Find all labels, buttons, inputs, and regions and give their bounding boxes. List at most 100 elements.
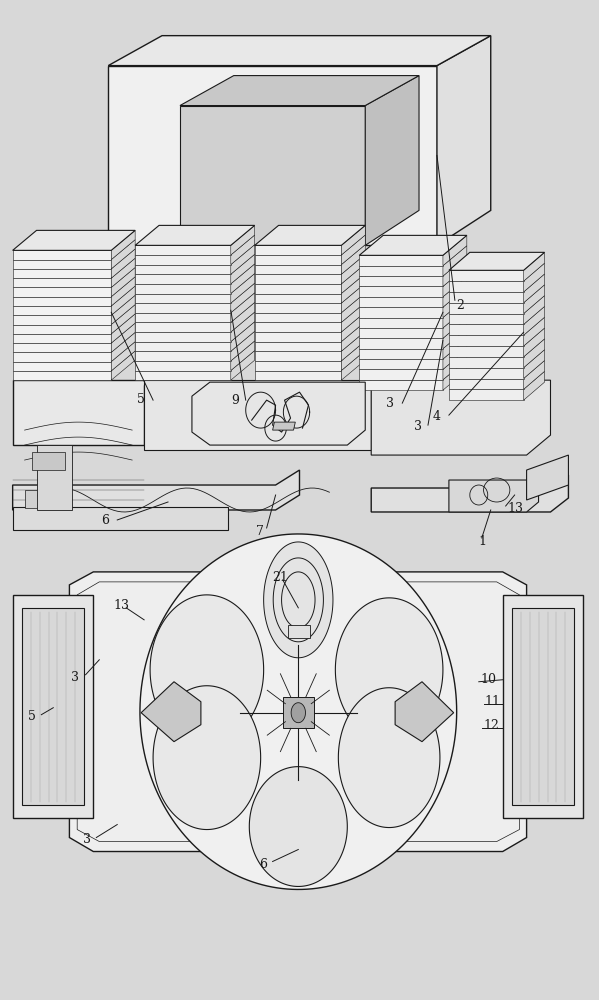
Text: 3: 3 (71, 671, 79, 684)
Polygon shape (443, 235, 467, 266)
Polygon shape (135, 274, 231, 284)
Polygon shape (341, 293, 365, 322)
Polygon shape (512, 608, 574, 805)
Polygon shape (449, 292, 524, 303)
Polygon shape (273, 422, 295, 430)
Polygon shape (443, 360, 467, 390)
Polygon shape (135, 303, 231, 313)
Polygon shape (524, 274, 544, 303)
Polygon shape (359, 266, 443, 276)
Polygon shape (449, 281, 524, 292)
Polygon shape (341, 341, 365, 371)
Polygon shape (231, 225, 255, 255)
Polygon shape (443, 339, 467, 369)
Polygon shape (135, 313, 231, 322)
Polygon shape (449, 470, 539, 512)
Text: 5: 5 (28, 710, 35, 723)
Polygon shape (449, 252, 544, 270)
Polygon shape (359, 380, 443, 390)
Polygon shape (449, 357, 524, 368)
Polygon shape (443, 308, 467, 338)
Polygon shape (365, 76, 419, 245)
Polygon shape (255, 294, 341, 303)
Polygon shape (527, 455, 568, 500)
Polygon shape (111, 267, 135, 297)
Polygon shape (13, 315, 111, 325)
Polygon shape (255, 342, 341, 351)
Polygon shape (111, 305, 135, 334)
Polygon shape (255, 361, 341, 371)
Polygon shape (255, 351, 341, 361)
Polygon shape (13, 269, 111, 278)
Polygon shape (291, 703, 305, 723)
Polygon shape (108, 36, 491, 66)
Polygon shape (135, 342, 231, 351)
Polygon shape (231, 245, 255, 274)
Polygon shape (449, 303, 524, 314)
Polygon shape (359, 369, 443, 380)
Text: 12: 12 (483, 719, 499, 732)
Polygon shape (231, 264, 255, 294)
Text: 4: 4 (432, 410, 440, 423)
Polygon shape (255, 371, 341, 380)
Text: 2: 2 (456, 299, 464, 312)
Polygon shape (32, 452, 65, 470)
Polygon shape (341, 331, 365, 361)
Polygon shape (524, 317, 544, 346)
Polygon shape (141, 682, 201, 742)
Polygon shape (180, 106, 365, 245)
Text: 6: 6 (259, 858, 267, 871)
Polygon shape (359, 297, 443, 307)
Polygon shape (503, 595, 583, 818)
Polygon shape (111, 286, 135, 315)
Polygon shape (449, 324, 524, 335)
Polygon shape (255, 284, 341, 294)
Polygon shape (443, 287, 467, 318)
Text: 13: 13 (507, 502, 524, 515)
Polygon shape (449, 314, 524, 324)
Polygon shape (231, 235, 255, 265)
Polygon shape (111, 332, 135, 362)
Polygon shape (371, 475, 568, 512)
Polygon shape (135, 294, 231, 303)
Text: 21: 21 (273, 571, 289, 584)
Polygon shape (231, 322, 255, 351)
Polygon shape (341, 254, 365, 284)
Polygon shape (135, 322, 231, 332)
Polygon shape (13, 250, 111, 260)
Polygon shape (524, 328, 544, 357)
Polygon shape (255, 274, 341, 284)
Polygon shape (359, 276, 443, 286)
Polygon shape (449, 368, 524, 379)
Polygon shape (449, 270, 524, 281)
Polygon shape (359, 307, 443, 318)
Polygon shape (273, 558, 323, 642)
Polygon shape (255, 265, 341, 274)
Polygon shape (524, 339, 544, 368)
Polygon shape (13, 352, 111, 362)
Polygon shape (135, 255, 231, 265)
Polygon shape (255, 245, 341, 255)
Polygon shape (231, 254, 255, 284)
Text: 5: 5 (137, 393, 145, 406)
Polygon shape (359, 328, 443, 338)
Polygon shape (22, 608, 84, 805)
Text: 13: 13 (113, 599, 129, 612)
Polygon shape (524, 263, 544, 292)
Polygon shape (135, 265, 231, 274)
Text: 10: 10 (480, 673, 496, 686)
Polygon shape (449, 379, 524, 389)
Polygon shape (288, 625, 310, 638)
Polygon shape (449, 335, 524, 346)
Polygon shape (341, 351, 365, 380)
Polygon shape (13, 371, 111, 380)
Polygon shape (13, 230, 135, 250)
Polygon shape (255, 313, 341, 322)
Polygon shape (231, 274, 255, 303)
Polygon shape (255, 332, 341, 342)
Polygon shape (359, 318, 443, 328)
Polygon shape (443, 277, 467, 307)
Polygon shape (108, 66, 437, 245)
Polygon shape (13, 306, 111, 315)
Polygon shape (135, 225, 255, 245)
